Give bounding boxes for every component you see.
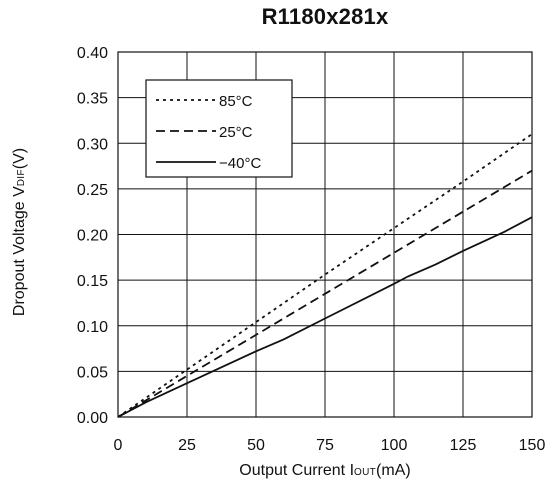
y-tick-label: 0.20 [77, 228, 108, 245]
x-axis-label-unit: (mA) [376, 462, 411, 479]
x-axis-label-main: Output Current I [239, 462, 354, 479]
x-tick-label: 25 [178, 437, 196, 454]
y-axis-label-unit: (V) [11, 148, 28, 169]
x-tick-labels: 0 25 50 75 100 125 150 [114, 437, 546, 454]
y-axis-label-sub: DIF [16, 169, 27, 186]
x-tick-label: 150 [519, 437, 546, 454]
y-axis-label-main: Dropout Voltage V [11, 186, 28, 316]
x-tick-label: 100 [381, 437, 408, 454]
y-tick-label: 0.40 [77, 45, 108, 62]
legend-label: −40°C [219, 155, 261, 172]
y-tick-label: 0.35 [77, 91, 108, 108]
legend-label: 25°C [219, 124, 253, 141]
x-axis-label: Output Current IOUT(mA) [118, 462, 532, 480]
y-tick-label: 0.10 [77, 319, 108, 336]
x-tick-label: 75 [316, 437, 334, 454]
x-tick-label: 0 [114, 437, 123, 454]
y-tick-label: 0.05 [77, 364, 108, 381]
x-tick-label: 125 [450, 437, 477, 454]
y-tick-labels: 0.00 0.05 0.10 0.15 0.20 0.25 0.30 0.35 0.40 [77, 45, 108, 427]
x-axis-label-sub: OUT [354, 467, 376, 478]
y-axis-label: Dropout Voltage VDIF(V) [11, 82, 29, 382]
y-tick-label: 0.30 [77, 136, 108, 153]
y-tick-label: 0.15 [77, 273, 108, 290]
legend-label: 85°C [219, 93, 253, 110]
legend: 85°C 25°C −40°C [146, 80, 292, 177]
y-tick-label: 0.00 [77, 410, 108, 427]
y-tick-label: 0.25 [77, 182, 108, 199]
x-tick-label: 50 [247, 437, 265, 454]
